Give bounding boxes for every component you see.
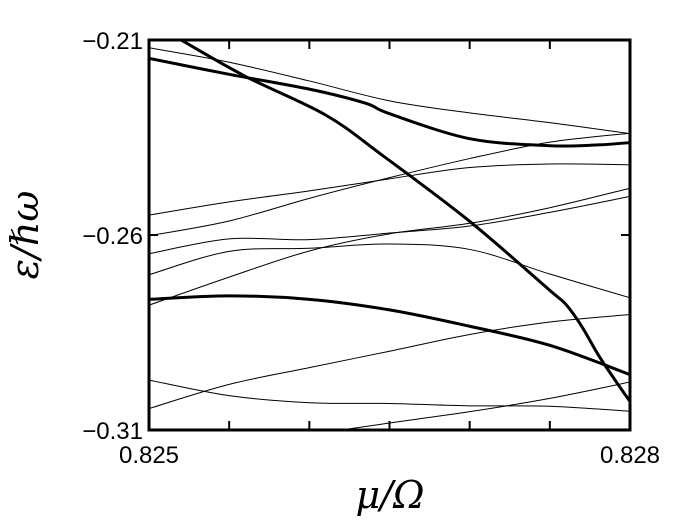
y-tick-label-2: −0.26 — [82, 223, 143, 250]
series-line-10 — [149, 314, 630, 410]
x-tick-label-2: 0.828 — [600, 442, 660, 469]
series-line-2 — [180, 40, 630, 403]
y-axis-title: ε/ℏω — [3, 191, 47, 280]
series-layer — [149, 40, 630, 430]
series-line-8 — [149, 243, 630, 299]
x-axis-title: μ/Ω — [355, 473, 424, 517]
series-line-7 — [149, 195, 630, 255]
plot-area — [149, 40, 630, 430]
series-line-9 — [149, 187, 630, 306]
x-tick-label-1: 0.825 — [119, 442, 179, 469]
series-line-4 — [149, 47, 630, 135]
plot-frame — [147, 38, 632, 432]
tick-layer — [148, 39, 631, 431]
y-tick-label-3: −0.31 — [82, 418, 143, 445]
tick-label-layer: 0.825 0.828 −0.21 −0.26 −0.31 — [82, 28, 660, 469]
series-line-1 — [149, 56, 630, 148]
y-tick-label-1: −0.21 — [82, 28, 143, 55]
series-line-12 — [341, 381, 630, 430]
series-line-6 — [149, 132, 630, 237]
series-line-11 — [149, 379, 630, 412]
series-line-5 — [149, 163, 630, 216]
series-line-3 — [149, 294, 630, 377]
